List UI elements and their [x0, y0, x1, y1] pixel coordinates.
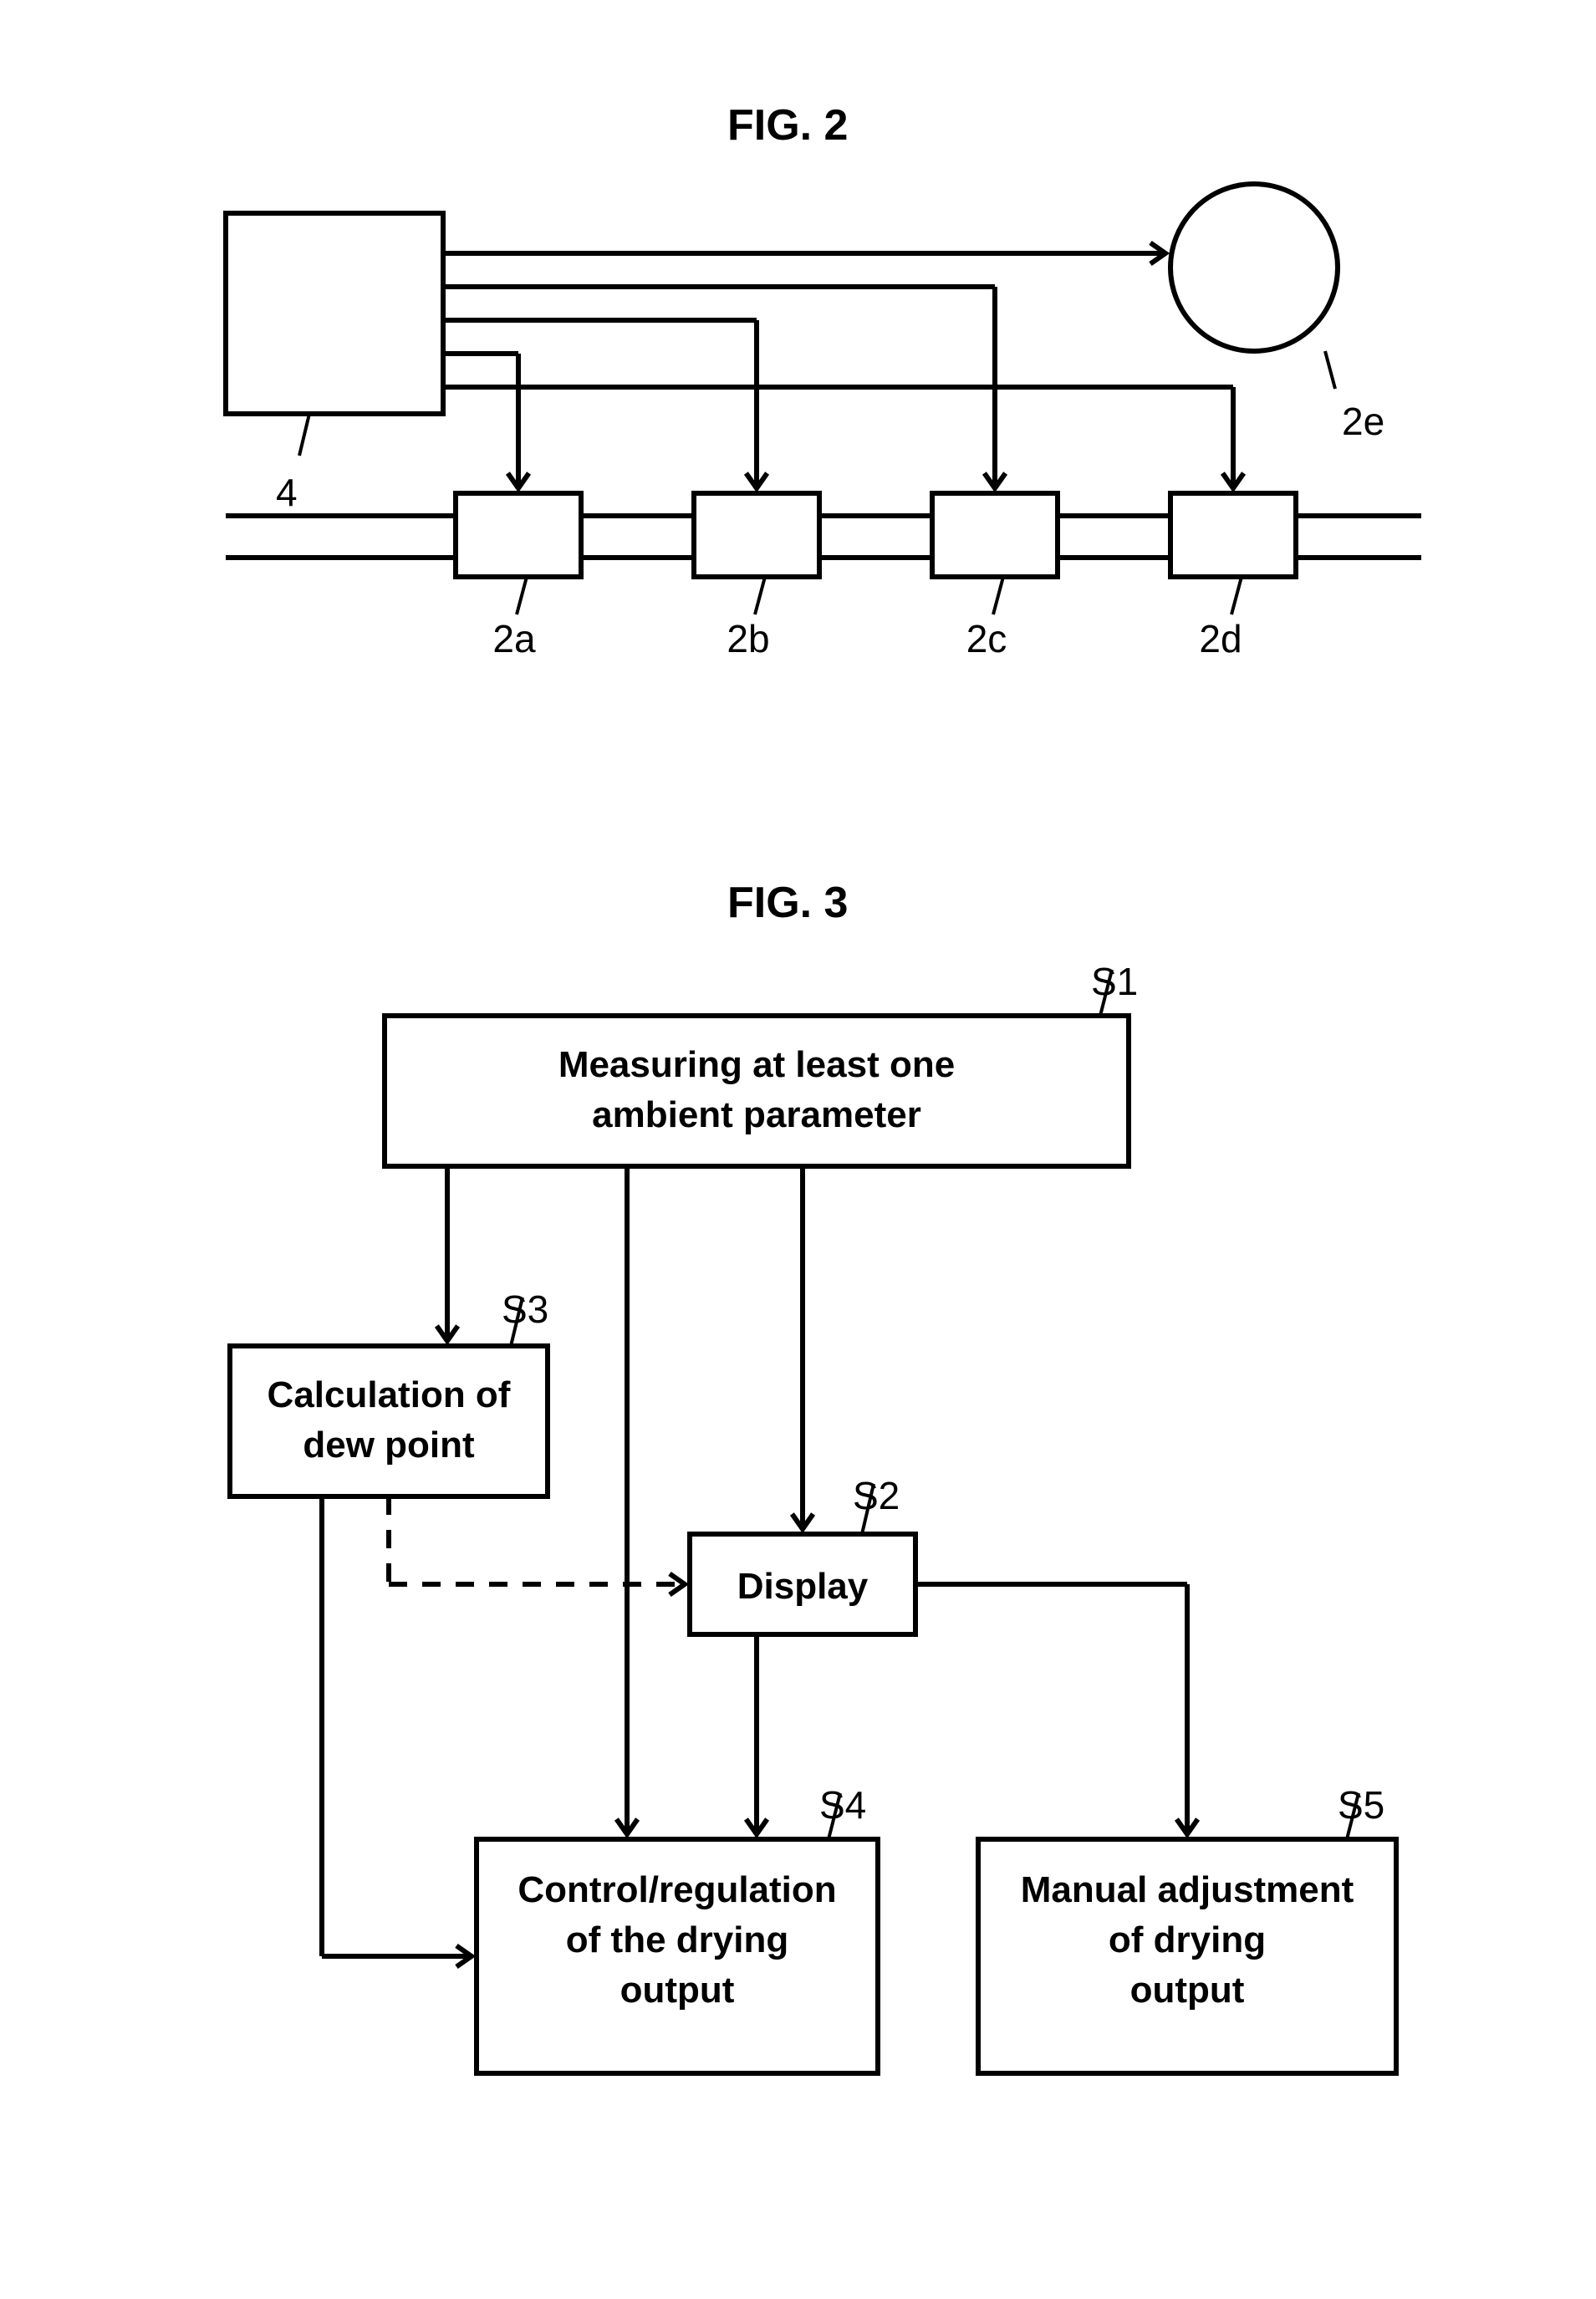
svg-text:of drying: of drying: [1109, 1919, 1266, 1960]
svg-text:S5: S5: [1338, 1783, 1384, 1827]
svg-text:2c: 2c: [966, 617, 1007, 660]
svg-text:S2: S2: [853, 1474, 900, 1517]
svg-text:dew point: dew point: [303, 1425, 475, 1466]
svg-text:2d: 2d: [1199, 617, 1242, 660]
svg-text:2b: 2b: [727, 617, 769, 660]
svg-text:Calculation of: Calculation of: [268, 1374, 511, 1415]
svg-text:Measuring at least one: Measuring at least one: [558, 1044, 955, 1085]
svg-text:ambient parameter: ambient parameter: [592, 1094, 921, 1135]
svg-text:of the drying: of the drying: [566, 1919, 788, 1960]
diagram-canvas: 2a 2b 2c 2d 4 2e S1 Measuring at least one ambie…: [0, 0, 1596, 2295]
svg-text:output: output: [1130, 1970, 1245, 2011]
svg-text:S1: S1: [1091, 960, 1138, 1003]
svg-text:4: 4: [276, 471, 298, 514]
svg-text:2e: 2e: [1342, 400, 1384, 443]
svg-text:S4: S4: [819, 1783, 866, 1827]
fig3-title: FIG. 3: [727, 878, 848, 928]
svg-text:Manual adjustment: Manual adjustment: [1021, 1869, 1354, 1910]
svg-text:Control/regulation: Control/regulation: [518, 1869, 836, 1910]
fig2-title: FIG. 2: [727, 100, 848, 150]
svg-text:Display: Display: [737, 1566, 869, 1607]
svg-text:2a: 2a: [492, 617, 536, 660]
svg-text:S3: S3: [502, 1287, 548, 1331]
svg-text:output: output: [620, 1970, 735, 2011]
